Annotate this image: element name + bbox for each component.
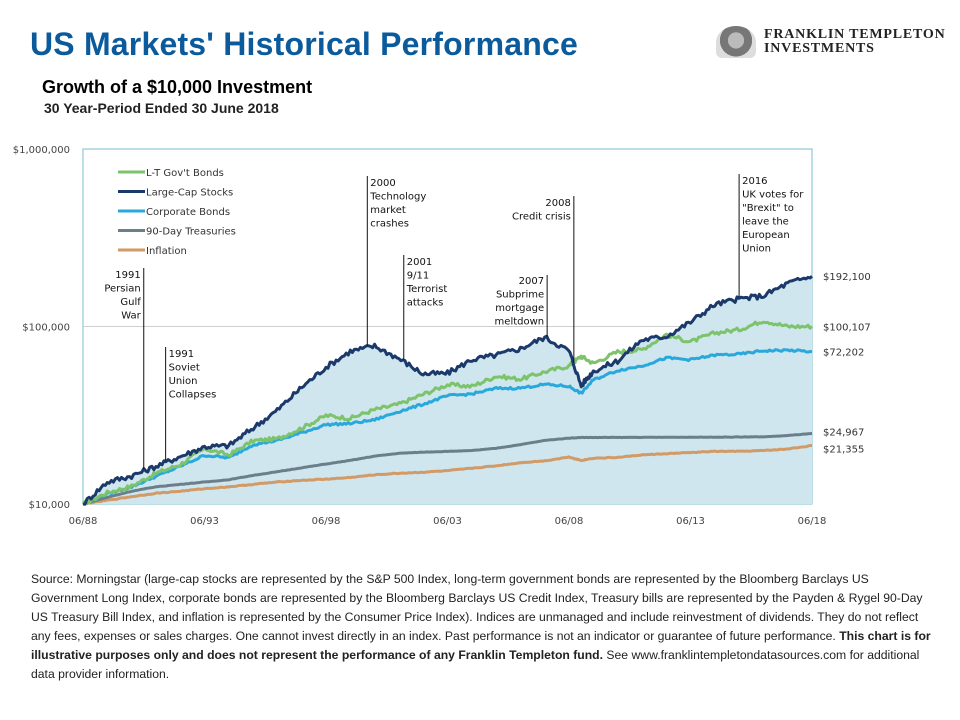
x-tick-label: 06/13 xyxy=(676,516,705,527)
series-line-90-day-treasuries xyxy=(82,432,813,506)
y-tick-label: $10,000 xyxy=(29,500,70,511)
annotation-text: 1991 xyxy=(169,349,194,360)
legend-label: Corporate Bonds xyxy=(146,207,230,218)
x-tick-label: 06/08 xyxy=(555,516,584,527)
annotation-text: Technology xyxy=(369,192,426,203)
annotation-text: 2008 xyxy=(545,198,570,209)
disclaimer-bold: This chart is for illustrative purposes … xyxy=(31,629,931,662)
series-line-l-t-gov-t-bonds xyxy=(81,320,814,505)
legend-label: L-T Gov't Bonds xyxy=(146,168,224,179)
logo-text: FRANKLIN TEMPLETON INVESTMENTS xyxy=(764,28,946,56)
series-line-corporate-bonds xyxy=(82,348,813,506)
benjamin-franklin-medallion-icon xyxy=(716,26,756,58)
logo-line-1: FRANKLIN TEMPLETON xyxy=(764,27,946,42)
annotation-text: Subprime xyxy=(496,290,544,301)
end-value-label: $21,355 xyxy=(823,445,864,456)
series-line-large-cap-stocks xyxy=(82,275,814,506)
annotation-text: meltdown xyxy=(495,317,545,328)
end-value-label: $24,967 xyxy=(823,427,864,438)
annotation-text: 1991 xyxy=(115,270,140,281)
annotation-text: 9/11 xyxy=(407,271,429,282)
annotation-text: Terrorist xyxy=(406,284,448,295)
end-value-label: $72,202 xyxy=(823,348,864,359)
annotation-text: market xyxy=(370,205,406,216)
period-label: 30 Year-Period Ended 30 June 2018 xyxy=(44,100,279,116)
annotation-text: leave the xyxy=(742,217,789,228)
annotation-text: 2007 xyxy=(519,276,544,287)
annotation-text: 2000 xyxy=(370,178,395,189)
annotation-text: Gulf xyxy=(120,297,141,308)
source-text: Source: Morningstar (large-cap stocks ar… xyxy=(31,572,923,643)
source-footnote: Source: Morningstar (large-cap stocks ar… xyxy=(31,570,936,684)
x-tick-label: 06/03 xyxy=(433,516,462,527)
x-tick-label: 06/93 xyxy=(190,516,219,527)
annotation-text: mortgage xyxy=(495,303,544,314)
franklin-templeton-logo: FRANKLIN TEMPLETON INVESTMENTS xyxy=(716,26,946,58)
y-tick-label: $1,000,000 xyxy=(13,145,70,156)
end-value-label: $100,107 xyxy=(823,322,871,333)
x-tick-label: 06/88 xyxy=(69,516,98,527)
annotation-text: Credit crisis xyxy=(512,212,571,223)
legend-label: Inflation xyxy=(146,246,187,257)
annotation-text: War xyxy=(121,311,141,322)
annotation-text: attacks xyxy=(407,298,444,309)
annotation-text: "Brexit" to xyxy=(742,203,794,214)
annotation-text: Persian xyxy=(104,284,140,295)
logo-line-2: INVESTMENTS xyxy=(764,41,875,56)
growth-chart: $10,000 $100,000 $1,000,000 06/88 06/93 06/98… xyxy=(13,145,871,527)
y-tick-label: $100,000 xyxy=(22,323,70,334)
series-line-inflation xyxy=(82,444,812,506)
annotation-text: Union xyxy=(169,376,198,387)
annotation-text: Collapses xyxy=(169,390,217,401)
annotation-text: 2016 xyxy=(742,176,767,187)
large-cap-shaded-area xyxy=(83,276,812,505)
data-provider-text: See www.franklintempletondatasources.com… xyxy=(31,648,920,681)
legend-label: Large-Cap Stocks xyxy=(146,188,233,199)
annotation-text: Soviet xyxy=(169,363,200,374)
x-tick-label: 06/98 xyxy=(312,516,341,527)
annotation-text: European xyxy=(742,230,790,241)
annotation-text: 2001 xyxy=(407,257,432,268)
page-title: US Markets' Historical Performance xyxy=(30,26,578,62)
annotation-text: crashes xyxy=(370,219,409,230)
x-tick-label: 06/18 xyxy=(798,516,827,527)
legend-label: 90-Day Treasuries xyxy=(146,227,236,238)
annotation-text: Union xyxy=(742,244,771,255)
end-value-label: $192,100 xyxy=(823,272,871,283)
chart-subtitle: Growth of a $10,000 Investment xyxy=(42,77,313,97)
annotation-text: UK votes for xyxy=(742,190,804,201)
